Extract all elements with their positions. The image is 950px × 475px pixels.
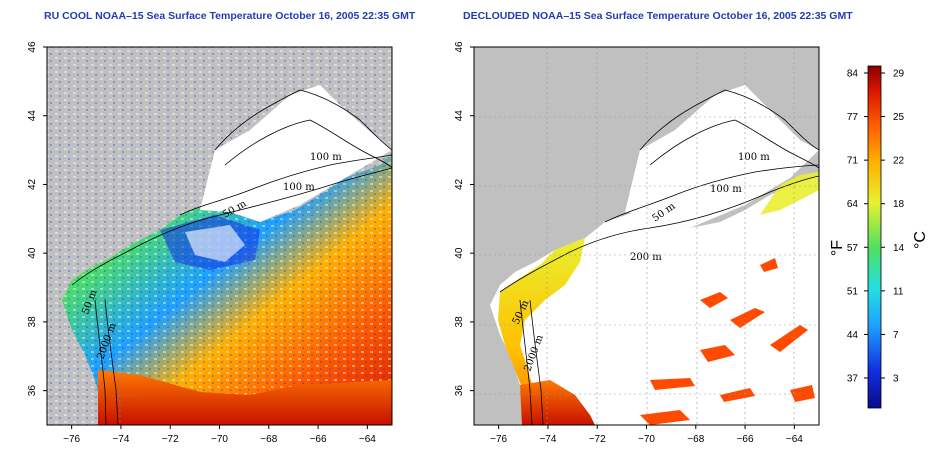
left-x-tick-label: −72 <box>162 434 179 445</box>
right-gulf-of-maine <box>625 85 819 228</box>
left-grid <box>47 380 140 425</box>
colorbar-c-tick-label: 3 <box>893 374 899 385</box>
colorbar-c-tick-label: 11 <box>893 286 904 297</box>
left-panel-title: RU COOL NOAA–15 Sea Surface Temperature … <box>44 10 416 22</box>
colorbar-f-tick-label: 64 <box>847 199 859 210</box>
right-y-tick-label: 40 <box>454 247 465 259</box>
right-map: 100 m 100 m 50 m 200 m 50 m 2000 m <box>474 47 819 425</box>
left-x-tick-label: −64 <box>359 434 376 445</box>
colorbar-c-tick-label: 25 <box>893 112 905 123</box>
right-panel-title: DECLOUDED NOAA–15 Sea Surface Temperatur… <box>463 10 853 22</box>
colorbar-c-tick-label: 7 <box>893 330 899 341</box>
colorbar-f-tick-label: 44 <box>847 330 859 341</box>
right-warm-patches <box>640 258 815 425</box>
right-y-tick-label: 42 <box>454 178 465 190</box>
colorbar-f-tick-label: 37 <box>847 374 859 385</box>
colorbar-f-tick-label: 84 <box>847 69 859 80</box>
right-contour-label-1: 100 m <box>738 152 770 163</box>
left-y-tick-label: 46 <box>27 41 38 53</box>
left-x-tick-label: −70 <box>211 434 228 445</box>
colorbar-c-tick-label: 29 <box>893 69 905 80</box>
left-y-tick-label: 42 <box>27 178 38 190</box>
colorbar: 84 77 71 64 57 51 44 37 29 25 22 18 14 11 7 3 °F °C <box>829 65 929 409</box>
right-coastal-band <box>498 238 585 425</box>
colorbar-f-tick-label: 57 <box>847 243 859 254</box>
colorbar-fahrenheit-label: °F <box>829 240 846 256</box>
left-y-tick-label: 38 <box>27 316 38 328</box>
left-x-tick-label: −74 <box>112 434 129 445</box>
right-contour-label-4: 200 m <box>630 252 662 263</box>
right-y-tick-label: 44 <box>454 110 465 122</box>
left-y-tick-label: 40 <box>27 247 38 259</box>
right-ne-warm <box>760 172 819 215</box>
right-grid <box>474 47 819 425</box>
right-x-tick-label: −74 <box>539 434 556 445</box>
left-x-tick-label: −76 <box>63 434 80 445</box>
right-x-tick-label: −72 <box>589 434 606 445</box>
colorbar-f-tick-label: 51 <box>847 286 859 297</box>
right-ocean <box>490 175 819 425</box>
left-y-tick-label: 44 <box>27 110 38 122</box>
right-x-tick-label: −66 <box>737 434 754 445</box>
right-x-tick-label: −70 <box>638 434 655 445</box>
colorbar-c-tick-label: 18 <box>893 199 905 210</box>
left-y-tick-label: 36 <box>27 385 38 397</box>
left-x-tick-label: −66 <box>310 434 327 445</box>
colorbar-c-tick-label: 14 <box>893 243 905 254</box>
colorbar-gradient <box>867 65 882 409</box>
left-x-tick-label: −68 <box>260 434 277 445</box>
colorbar-f-tick-label: 71 <box>847 156 859 167</box>
colorbar-celsius-label: °C <box>912 231 929 249</box>
right-x-tick-label: −76 <box>490 434 507 445</box>
left-map: 100 m 100 m 50 m 50 m 2000 m <box>47 47 392 425</box>
colorbar-c-tick-label: 22 <box>893 156 905 167</box>
right-y-tick-label: 38 <box>454 316 465 328</box>
right-y-tick-label: 46 <box>454 41 465 53</box>
left-gulf-of-maine <box>200 85 392 222</box>
left-warm-south <box>98 370 392 425</box>
axes-layer: −76 −74 −72 −70 −68 −66 −64 46 44 42 40 38 36 −76 −74 −… <box>27 41 803 445</box>
right-y-tick-label: 36 <box>454 385 465 397</box>
left-contour-label-1: 100 m <box>310 152 342 163</box>
right-warm-south <box>520 380 595 425</box>
colorbar-f-tick-label: 77 <box>847 112 859 123</box>
colorbar-ticks: 84 77 71 64 57 51 44 37 29 25 22 18 14 11 7 3 <box>847 69 905 385</box>
left-contour-label-2: 100 m <box>283 182 315 193</box>
left-bathymetry <box>71 89 392 425</box>
right-contour-label-2: 100 m <box>710 184 742 195</box>
right-bathymetry <box>499 89 819 425</box>
right-x-tick-label: −68 <box>687 434 704 445</box>
right-x-tick-label: −64 <box>786 434 803 445</box>
